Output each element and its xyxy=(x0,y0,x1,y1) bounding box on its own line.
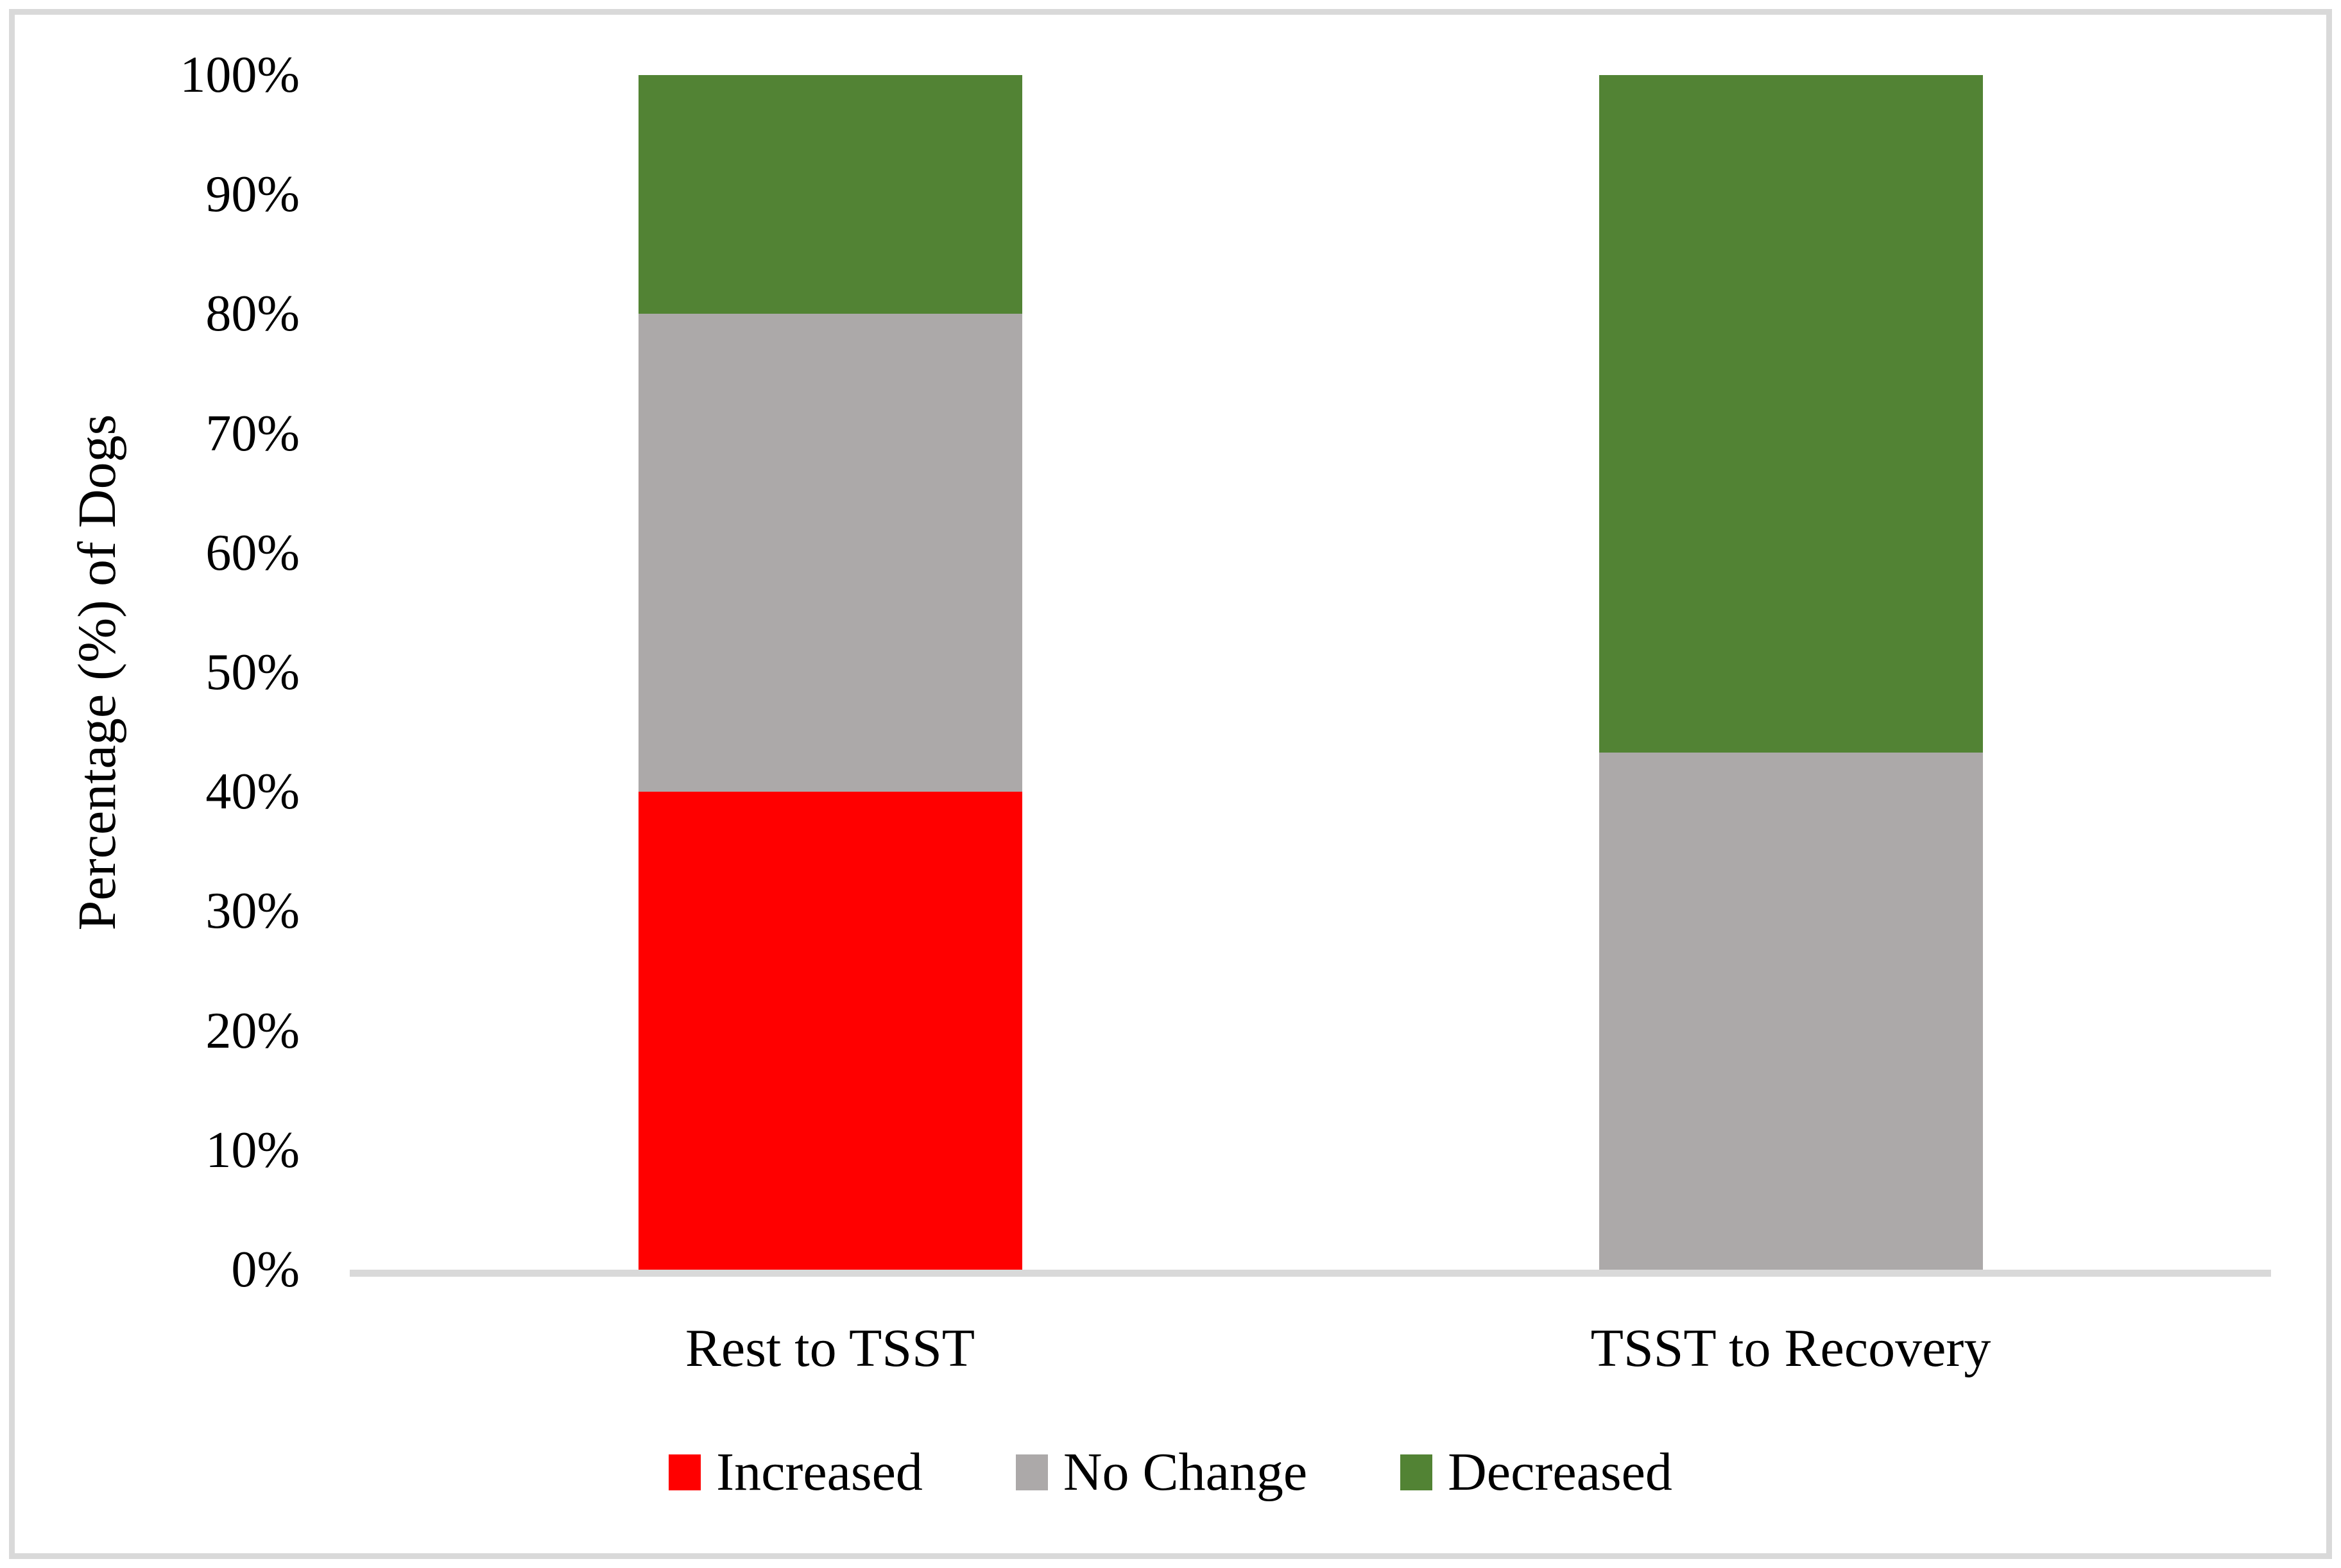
legend-swatch-decreased xyxy=(1400,1454,1433,1490)
bar-rest-to-tsst-segment-no-change xyxy=(638,314,1022,792)
x-axis-baseline xyxy=(350,1270,2271,1277)
category-label-tsst-to-recovery: TSST to Recovery xyxy=(1590,1318,1991,1378)
y-tick-label-30: 30% xyxy=(205,883,300,940)
legend-item-decreased: Decreased xyxy=(1400,1445,1672,1499)
y-tick-label-20: 20% xyxy=(205,1002,300,1059)
legend-item-increased: Increased xyxy=(669,1445,923,1499)
bar-rest-to-tsst xyxy=(638,75,1022,1270)
bar-tsst-to-recovery xyxy=(1599,75,1983,1270)
y-tick-label-60: 60% xyxy=(205,524,300,581)
legend-label-increased: Increased xyxy=(716,1442,923,1502)
y-tick-label-80: 80% xyxy=(205,285,300,343)
legend-swatch-no-change xyxy=(1015,1454,1048,1490)
y-tick-label-90: 90% xyxy=(205,166,300,223)
plot-area: 0% 10% 20% 30% 40% 50% 60% 70% 80% 90% 100% Rest t… xyxy=(180,49,2271,1376)
y-tick-label-0: 0% xyxy=(231,1241,300,1298)
bar-tsst-to-recovery-segment-decreased xyxy=(1599,75,1983,753)
bar-tsst-to-recovery-segment-no-change xyxy=(1599,752,1983,1270)
bar-rest-to-tsst-segment-increased xyxy=(638,792,1022,1270)
y-tick-label-100: 100% xyxy=(180,47,300,103)
category-label-rest-to-tsst: Rest to TSST xyxy=(685,1318,975,1378)
legend-swatch-increased xyxy=(669,1454,701,1490)
bar-rest-to-tsst-segment-decreased xyxy=(638,75,1022,314)
legend-item-no-change: No Change xyxy=(1015,1442,1308,1502)
y-tick-label-40: 40% xyxy=(205,763,300,821)
y-tick-label-10: 10% xyxy=(205,1121,300,1179)
legend-label-no-change: No Change xyxy=(1063,1442,1308,1502)
y-tick-label-70: 70% xyxy=(205,405,300,462)
legend: Increased No Change Decreased xyxy=(0,1445,2341,1499)
y-axis-title: Percentage (%) of Dogs xyxy=(67,414,127,931)
legend-label-decreased: Decreased xyxy=(1448,1442,1672,1502)
y-tick-label-50: 50% xyxy=(205,644,300,701)
